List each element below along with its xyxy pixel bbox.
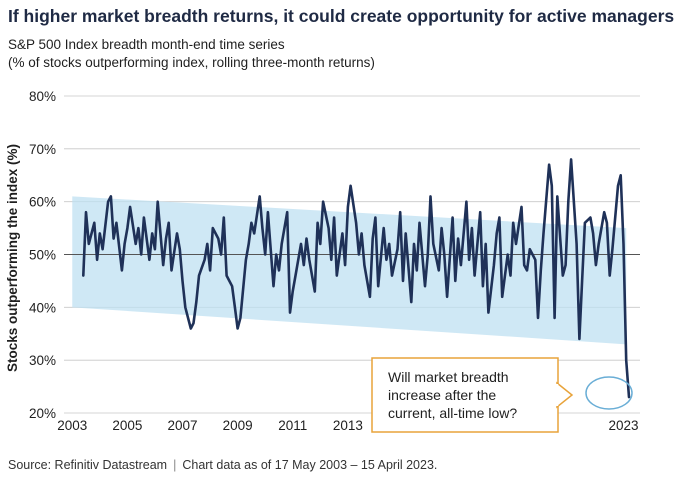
y-tick-label: 40%	[29, 300, 56, 315]
chart-title: If higher market breadth returns, it cou…	[8, 6, 675, 26]
low-point-circle	[585, 376, 633, 410]
y-tick-label: 20%	[29, 406, 56, 421]
y-axis-label: Stocks outperforming the index (%)	[5, 144, 20, 372]
series-layer	[82, 158, 631, 399]
y-tick-labels: 20% 30% 40% 50% 60% 70% 80%	[29, 89, 56, 421]
x-tick-label: 2005	[112, 418, 142, 433]
subtitle-line-1: S&P 500 Index breadth month-end time ser…	[8, 37, 285, 52]
callout-pointer	[556, 381, 574, 409]
callout-line-3: current, all-time low?	[388, 405, 517, 421]
callout-line-1: Will market breadth	[388, 369, 509, 385]
y-tick-label: 50%	[29, 248, 56, 263]
x-tick-label: 2013	[333, 418, 363, 433]
callout: Will market breadth increase after the c…	[371, 357, 574, 433]
y-tick-label: 30%	[29, 353, 56, 368]
footer: Source: Refinitiv Datastream | Chart data …	[8, 458, 437, 472]
x-tick-label: 2003	[57, 418, 87, 433]
trend-band-area	[72, 196, 627, 345]
callout-line-2: increase after the	[388, 387, 496, 403]
data-date-note: Chart data as of 17 May 2003 – 15 April …	[182, 458, 438, 472]
x-tick-label: 2023	[608, 418, 638, 433]
y-tick-label: 70%	[29, 142, 56, 157]
chart-subtitle: S&P 500 Index breadth month-end time ser…	[8, 36, 375, 72]
series-line	[82, 158, 631, 399]
x-tick-label: 2007	[167, 418, 197, 433]
source-note: Source: Refinitiv Datastream	[8, 458, 168, 472]
y-tick-label: 60%	[29, 195, 56, 210]
subtitle-line-2: (% of stocks outperforming index, rollin…	[8, 55, 375, 70]
callout-box	[371, 357, 559, 433]
y-tick-label: 80%	[29, 89, 56, 104]
x-tick-label: 2009	[223, 418, 253, 433]
x-tick-labels: 2003 2005 2007 2009 2011 2013 2023	[57, 418, 638, 433]
trend-band	[72, 196, 627, 345]
footer-separator: |	[173, 458, 177, 472]
x-tick-label: 2011	[278, 418, 307, 433]
